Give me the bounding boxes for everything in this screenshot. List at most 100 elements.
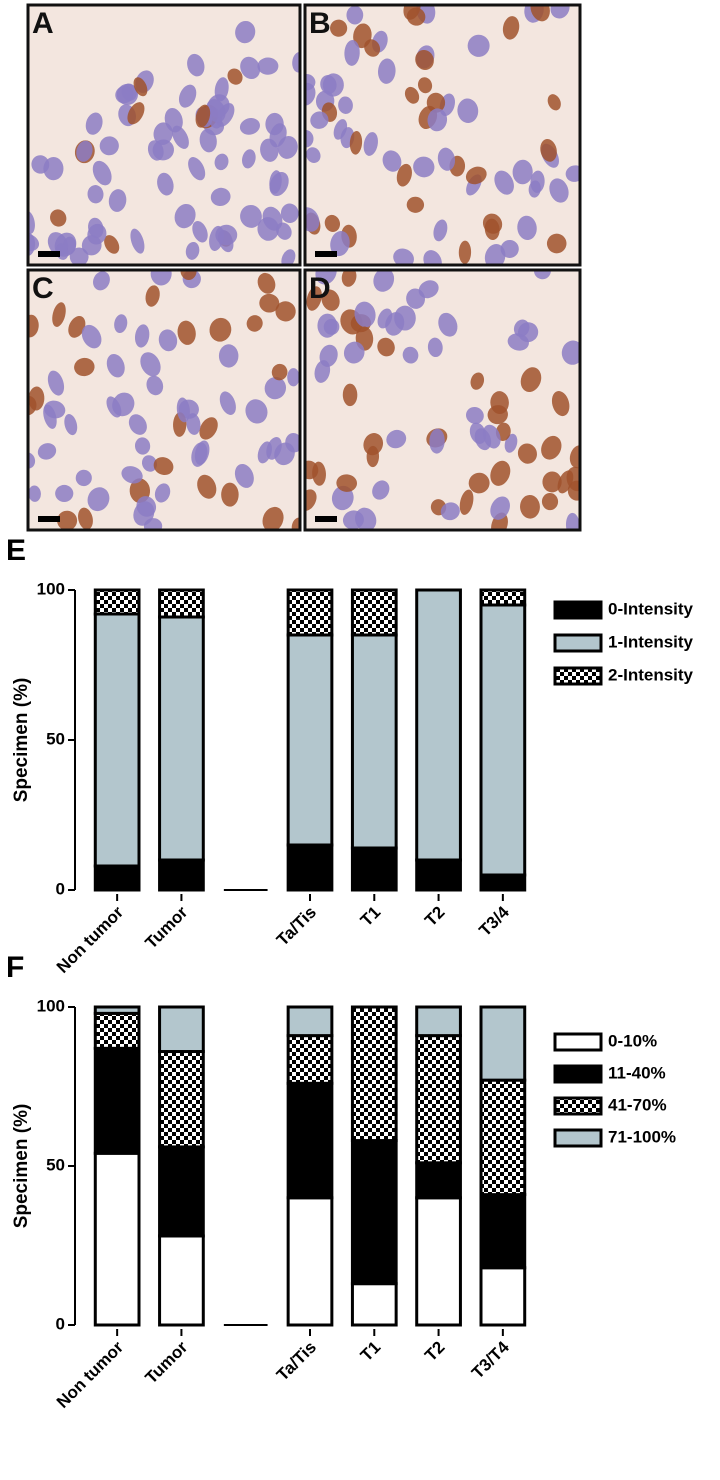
nucleus	[465, 406, 484, 425]
nucleus	[517, 215, 537, 241]
nucleus	[330, 19, 348, 37]
bar-segment	[286, 1081, 334, 1200]
panel-label: E	[6, 534, 26, 567]
nucleus	[550, 5, 570, 19]
nucleus	[199, 417, 218, 440]
micrograph	[305, 270, 580, 530]
nucleus	[106, 353, 125, 378]
nucleus	[406, 196, 425, 213]
x-tick-label: T3/T4	[468, 1337, 513, 1382]
nucleus	[344, 39, 360, 66]
legend-swatch	[553, 1128, 603, 1148]
nucleus	[341, 270, 357, 287]
y-tick-label: 50	[46, 729, 65, 748]
legend-label: 0-10%	[608, 1031, 657, 1050]
nucleus	[214, 77, 229, 102]
nucleus	[186, 413, 201, 435]
nucleus	[377, 58, 396, 84]
nucleus	[415, 49, 434, 71]
nucleus	[276, 222, 292, 240]
bar-segment	[415, 1196, 462, 1327]
nucleus	[517, 443, 537, 464]
nucleus	[373, 270, 395, 292]
nucleus	[50, 209, 67, 227]
nucleus	[210, 187, 231, 207]
nucleus	[266, 437, 282, 460]
x-tick-label: T3/4	[475, 902, 513, 940]
nucleus	[262, 206, 283, 231]
nucleus	[259, 293, 280, 313]
nucleus	[176, 397, 190, 423]
nucleus	[242, 149, 256, 169]
nucleus	[377, 337, 395, 357]
nucleus	[468, 472, 490, 494]
nucleus	[338, 96, 353, 114]
nucleus	[349, 130, 363, 155]
panel-label: F	[6, 951, 24, 984]
nucleus	[437, 147, 456, 171]
nucleus	[457, 98, 479, 124]
nucleus	[87, 185, 104, 204]
scale-bar	[38, 251, 60, 257]
nucleus	[305, 460, 319, 480]
bar-segment	[350, 1282, 398, 1327]
bar-segment	[158, 588, 205, 619]
bar-segment	[93, 1011, 141, 1050]
nucleus	[209, 317, 232, 342]
nucleus	[343, 341, 365, 364]
bar-segment	[286, 1196, 334, 1327]
nucleus	[207, 94, 230, 118]
nucleus	[257, 57, 279, 75]
bar-segment	[350, 588, 398, 637]
nucleus	[164, 107, 183, 133]
nucleus	[280, 203, 299, 223]
bar-segment	[93, 588, 141, 616]
nucleus	[57, 510, 78, 530]
x-tick-label: Non tumor	[53, 1337, 127, 1411]
nucleus	[540, 138, 557, 162]
nucleus	[146, 375, 164, 396]
nucleus	[474, 428, 492, 451]
bar-segment	[158, 1234, 205, 1327]
bar-segment	[286, 633, 334, 847]
legend-swatch	[553, 600, 603, 620]
micrograph	[305, 5, 580, 265]
nucleus	[320, 75, 337, 95]
nucleus	[394, 305, 416, 331]
bar-segment	[158, 858, 205, 892]
nucleus	[377, 308, 393, 329]
nucleus	[192, 221, 208, 243]
bar-segment	[415, 1161, 462, 1200]
nucleus	[354, 301, 376, 328]
nucleus	[134, 324, 150, 348]
nucleus	[541, 492, 559, 511]
nucleus	[467, 34, 490, 57]
nucleus	[219, 391, 236, 415]
nucleus	[81, 324, 102, 349]
nucleus	[153, 457, 174, 476]
nucleus	[28, 314, 39, 338]
nucleus	[75, 469, 92, 487]
legend-label: 41-70%	[608, 1095, 667, 1114]
frame	[26, 268, 302, 532]
nucleus	[93, 271, 110, 291]
nucleus	[549, 178, 569, 203]
bar-segment	[93, 612, 141, 868]
legend-swatch	[553, 1064, 603, 1084]
nucleus	[324, 214, 340, 232]
nucleus	[64, 414, 78, 436]
frame	[26, 3, 302, 267]
nucleus	[417, 77, 433, 94]
nucleus	[136, 496, 157, 517]
nucleus	[221, 482, 239, 507]
nucleus	[319, 344, 338, 367]
nucleus	[185, 241, 200, 260]
nucleus	[128, 414, 147, 435]
nucleus	[541, 435, 562, 460]
nucleus	[150, 270, 172, 286]
bar-segment	[286, 588, 334, 637]
nucleus	[174, 203, 196, 229]
bar-segment	[350, 846, 398, 892]
nucleus	[429, 428, 445, 454]
